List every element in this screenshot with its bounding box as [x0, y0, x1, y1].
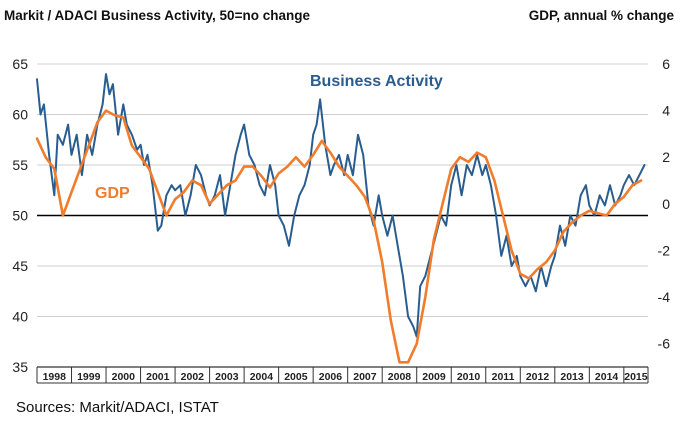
right-tick-label: -4: [658, 289, 671, 305]
x-tick-label: 2014: [595, 371, 619, 383]
right-tick-label: 2: [662, 149, 670, 165]
x-axis: 1998 1999 2000 2001 2002 2003 2004 2005 2006 2007…: [36, 366, 649, 384]
x-tick-label: 2006: [319, 371, 343, 383]
grid-lines: [37, 63, 648, 368]
left-tick-label: 50: [12, 208, 28, 224]
x-tick-label: 2009: [422, 371, 446, 383]
right-tick-label: -6: [658, 336, 671, 352]
x-tick-label: 2013: [560, 371, 584, 383]
right-tick-label: 0: [662, 196, 670, 212]
gdp-line: [35, 109, 643, 364]
x-tick-label: 2004: [250, 371, 274, 383]
business-activity-line: [36, 73, 646, 338]
x-tick-label: 2003: [215, 371, 239, 383]
x-tick-label: 2010: [457, 371, 481, 383]
right-tick-label: 4: [662, 103, 670, 119]
x-tick-label: 2011: [492, 371, 515, 383]
left-axis-title: Markit / ADACI Business Activity, 50=no …: [4, 8, 310, 23]
x-tick-label: 2007: [353, 371, 377, 383]
x-tick-label: 2002: [181, 371, 205, 383]
left-tick-label: 40: [12, 309, 28, 325]
left-tick-label: 60: [12, 107, 28, 123]
left-tick-label: 65: [12, 56, 28, 72]
left-tick-label: 55: [12, 157, 28, 173]
business-activity-label: Business Activity: [310, 73, 443, 90]
left-tick-label: 45: [12, 258, 28, 274]
x-tick-label: 2008: [388, 371, 412, 383]
x-tick-label: 2000: [112, 371, 136, 383]
left-tick-label: 35: [12, 359, 28, 375]
x-tick-label: 2015: [624, 371, 648, 383]
right-axis-ticks: -6 -4 -2 0 2 4 6: [658, 56, 671, 352]
right-tick-label: 6: [662, 56, 670, 72]
x-tick-label: 2012: [526, 371, 550, 383]
right-tick-label: -2: [658, 242, 671, 258]
source-note: Sources: Markit/ADACI, ISTAT: [16, 399, 219, 416]
x-tick-label: 1999: [77, 371, 101, 383]
series-labels: Business Activity GDP: [95, 73, 443, 202]
x-tick-label: 2001: [146, 371, 170, 383]
series-lines: [35, 73, 646, 364]
left-axis-ticks: 35 40 45 50 55 60 65: [12, 56, 28, 375]
gdp-label: GDP: [95, 185, 130, 202]
x-tick-label: 2005: [284, 371, 308, 383]
right-axis-title: GDP, annual % change: [528, 8, 674, 23]
x-tick-label: 1998: [43, 371, 67, 383]
